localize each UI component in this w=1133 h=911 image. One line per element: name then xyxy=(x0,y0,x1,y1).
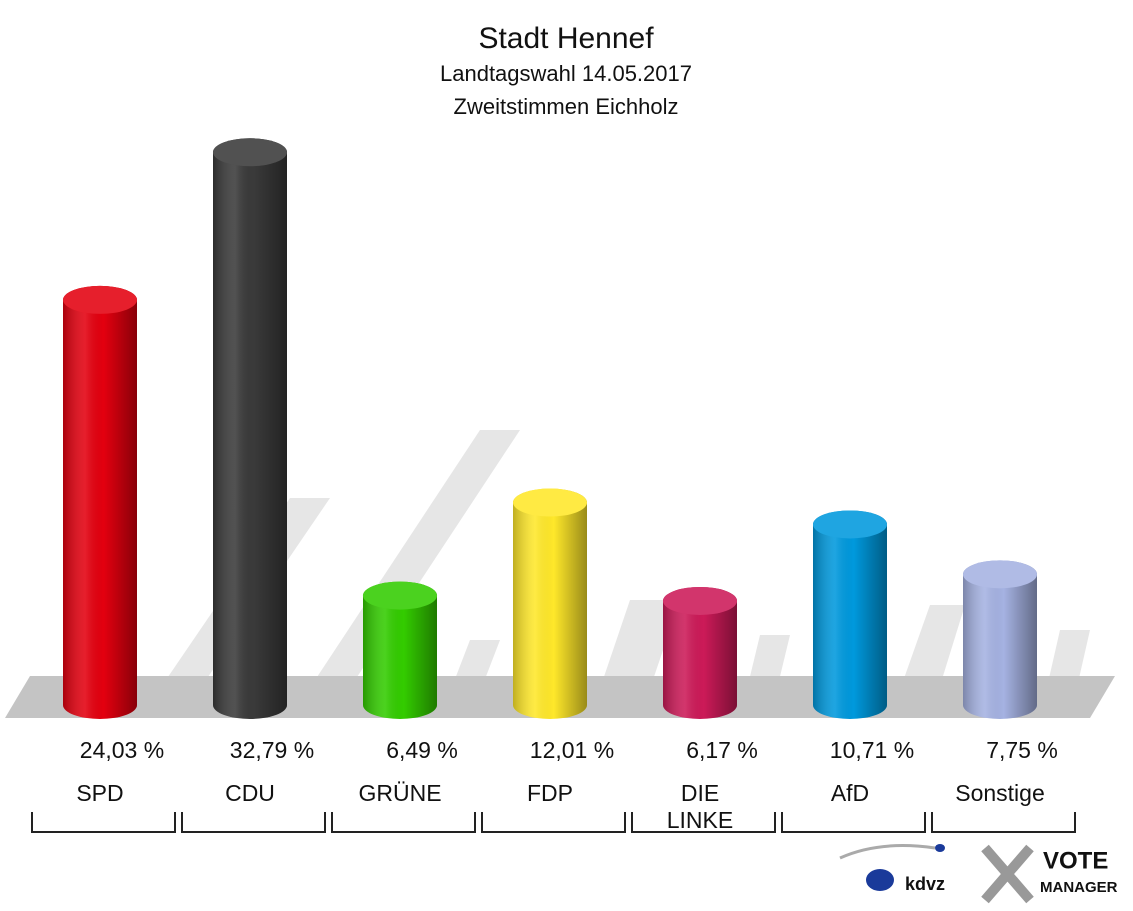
chart-subtitle: Landtagswahl 14.05.2017 xyxy=(440,61,692,86)
x-tick-label: SPD xyxy=(76,780,123,806)
logo-text: kdvz xyxy=(905,874,945,894)
bar-shading xyxy=(63,285,137,719)
x-tick-label: GRÜNE xyxy=(358,780,441,806)
value-label: 12,01 % xyxy=(530,737,614,763)
brackets xyxy=(31,812,1076,833)
bar-cap xyxy=(813,510,887,539)
value-label: 32,79 % xyxy=(230,737,314,763)
value-label: 10,71 % xyxy=(830,737,914,763)
bar-cap xyxy=(63,285,137,314)
bar-cap-shade xyxy=(63,285,137,314)
bar-shading xyxy=(963,560,1037,719)
bar-cap xyxy=(963,560,1037,589)
bar-cap-shade xyxy=(813,510,887,539)
bar-cap-shade xyxy=(663,586,737,615)
bar-shading xyxy=(363,581,437,719)
bar-shading xyxy=(513,488,587,719)
x-tick-label: AfD xyxy=(831,780,869,806)
value-label: 7,75 % xyxy=(986,737,1058,763)
logo-text: MANAGER xyxy=(1040,879,1118,896)
bar-shading xyxy=(813,510,887,719)
bar-cap xyxy=(513,488,587,517)
x-tick-label: FDP xyxy=(527,780,573,806)
bar-cap xyxy=(363,581,437,610)
logo-text: VOTE xyxy=(1043,847,1108,874)
value-label: 6,49 % xyxy=(386,737,458,763)
bar-cap xyxy=(213,138,287,167)
bar-cap xyxy=(663,586,737,615)
value-label: 24,03 % xyxy=(80,737,164,763)
bar-cap-shade xyxy=(213,138,287,167)
bar-shading xyxy=(663,586,737,719)
logo: kdvz VOTE MANAGER xyxy=(839,844,1118,904)
x-tick-label: Sonstige xyxy=(955,780,1045,806)
bar-cap-shade xyxy=(513,488,587,517)
chart-title: Stadt Hennef xyxy=(478,22,654,55)
bar-shading xyxy=(213,138,287,720)
x-tick-label: CDU xyxy=(225,780,275,806)
bar-cap-shade xyxy=(963,560,1037,589)
chart-subtitle: Zweitstimmen Eichholz xyxy=(454,94,679,119)
value-label: 6,17 % xyxy=(686,737,758,763)
bar-cap-shade xyxy=(363,581,437,610)
x-tick-label: DIE LINKE xyxy=(667,780,733,833)
